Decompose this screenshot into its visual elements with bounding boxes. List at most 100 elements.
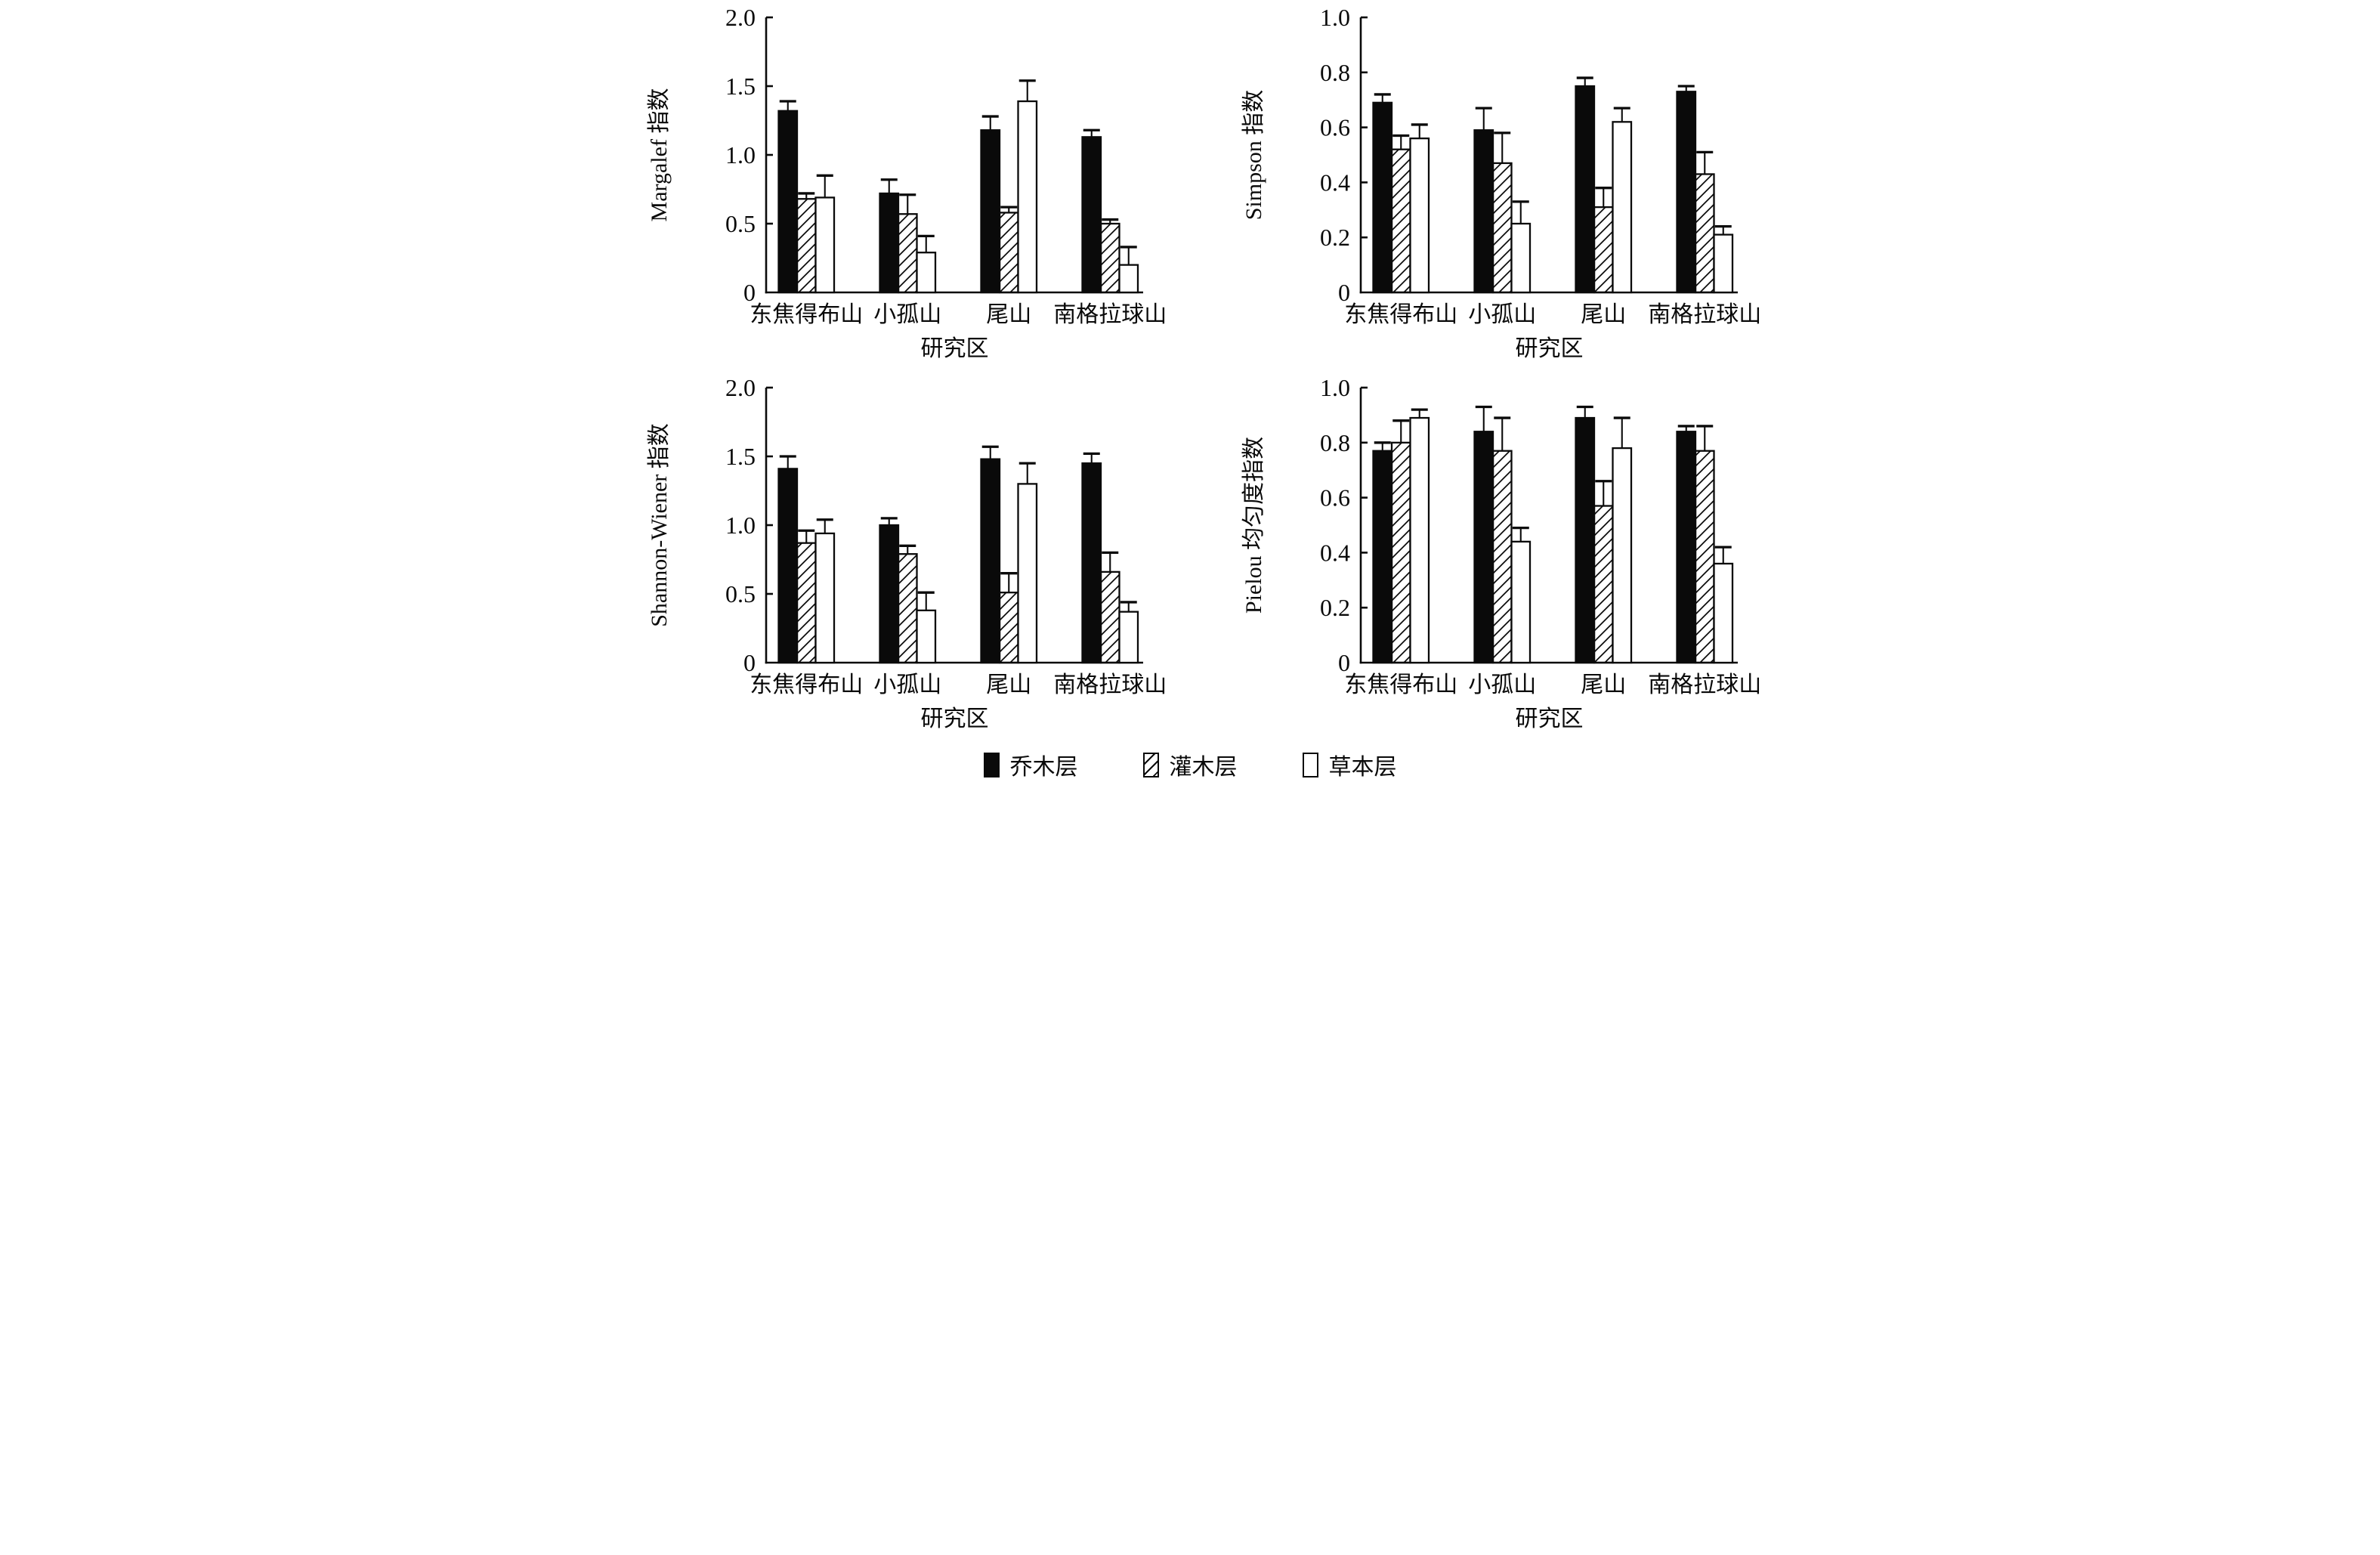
chart-grid: 0 0.5 1.0 1.5 2.0 Margalef 指数 东焦得布山 小孤山 尾山 南格拉球山研… [595, 5, 1785, 745]
x-category-label: 尾山 [986, 672, 1031, 697]
chart-cell-simpson: 0 0.2 0.4 0.6 0.8 1.0 Simpson 指数东焦得布山 小孤山 尾山 南格拉球… [1190, 5, 1785, 375]
x-category-label: 尾山 [1581, 302, 1626, 327]
y-tick-label: 1.5 [725, 443, 756, 470]
bar-open [915, 609, 936, 664]
x-axis-title: 研究区 [920, 336, 988, 361]
bar-hatch [1593, 206, 1614, 294]
legend-item-tree-layer: 乔木层 [983, 748, 1078, 781]
x-category-label: 小孤山 [1468, 672, 1536, 697]
bar-solid [1080, 136, 1102, 294]
bar-open [915, 252, 936, 294]
y-tick-label: 0 [1338, 649, 1350, 676]
y-tick-label: 0 [743, 279, 756, 306]
y-axis-title: Margalef 指数 [647, 88, 672, 222]
bar-hatch [1099, 222, 1120, 294]
x-category-label: 东焦得布山 [1344, 302, 1457, 327]
x-category-label: 尾山 [1581, 672, 1626, 697]
x-category-label: 南格拉球山 [1648, 672, 1761, 697]
bar-solid [1675, 91, 1696, 294]
bar-open [1510, 222, 1531, 294]
bar-open [814, 532, 835, 664]
bar-hatch [1694, 450, 1715, 664]
x-axis-title: 研究区 [1515, 336, 1583, 361]
chart-cell-pielou: 0 0.2 0.4 0.6 0.8 1.0 Pielou 均匀度指数 东焦得布山 小孤山 尾山 南格… [1190, 375, 1785, 745]
bar-hatch [1491, 450, 1513, 664]
legend-swatch-open-icon [1302, 752, 1318, 778]
y-tick-label: 0 [1338, 279, 1350, 306]
bar-solid [1473, 129, 1494, 294]
y-tick-label: 0.5 [725, 210, 756, 237]
y-tick-label: 0.2 [1320, 224, 1350, 251]
legend-label-herb-layer: 草本层 [1328, 755, 1397, 780]
bar-hatch [1694, 173, 1715, 294]
bar-open [1611, 121, 1632, 294]
bar-open [1712, 233, 1733, 294]
bar-open [814, 196, 835, 294]
bar-open [1510, 540, 1531, 664]
bar-solid [1371, 101, 1392, 294]
legend: 乔木层 灌木层 草本层 [595, 747, 1785, 783]
x-category-label: 东焦得布山 [1344, 672, 1457, 697]
y-tick-label: 1.0 [1320, 5, 1350, 31]
bar-solid [878, 524, 899, 664]
bar-hatch [1593, 505, 1614, 664]
y-tick-label: 0.8 [1320, 429, 1350, 456]
bar-solid [1473, 431, 1494, 664]
bar-solid [979, 129, 1000, 294]
x-category-label: 东焦得布山 [750, 302, 863, 327]
y-tick-label: 0.4 [1320, 539, 1350, 566]
y-tick-label: 2.0 [725, 5, 756, 31]
x-category-label: 尾山 [986, 302, 1031, 327]
legend-label-shrub-layer: 灌木层 [1169, 755, 1238, 780]
y-tick-label: 0.6 [1320, 484, 1350, 512]
bar-solid [1675, 431, 1696, 664]
y-tick-label: 1.5 [725, 73, 756, 100]
bar-open [1408, 138, 1430, 294]
y-tick-label: 0.6 [1320, 114, 1350, 141]
bar-open [1016, 100, 1037, 294]
y-tick-label: 0.5 [725, 580, 756, 607]
bar-solid [878, 192, 899, 294]
bar-hatch [1390, 148, 1411, 294]
chart-cell-shannon-wiener: 0 0.5 1.0 1.5 2.0 Shannon-Wiener 指数 东焦得布山 小孤山 尾山… [595, 375, 1190, 745]
bar-solid [777, 468, 798, 664]
legend-swatch-solid-icon [983, 752, 1000, 778]
bar-hatch [1491, 162, 1513, 294]
y-tick-label: 1.0 [1320, 375, 1350, 401]
bar-hatch [897, 213, 918, 294]
x-axis-title: 研究区 [1515, 706, 1583, 731]
bar-open [1117, 611, 1139, 664]
bar-solid [1574, 85, 1595, 294]
bar-hatch [998, 212, 1019, 294]
y-tick-label: 0.8 [1320, 59, 1350, 86]
y-tick-label: 0 [743, 649, 756, 676]
bar-open [1016, 483, 1037, 664]
x-category-label: 小孤山 [1468, 302, 1536, 327]
y-tick-label: 0.4 [1320, 168, 1350, 196]
x-category-label: 南格拉球山 [1648, 302, 1761, 327]
bar-open [1408, 416, 1430, 664]
y-axis-title: Shannon-Wiener 指数 [647, 423, 672, 627]
y-axis-title: Simpson 指数 [1241, 90, 1266, 221]
x-category-label: 南格拉球山 [1053, 672, 1167, 697]
x-category-label: 南格拉球山 [1053, 302, 1167, 327]
bar-solid [777, 110, 798, 294]
bar-open [1712, 562, 1733, 664]
bar-open [1117, 264, 1139, 294]
bar-hatch [897, 553, 918, 664]
bar-hatch [1390, 441, 1411, 664]
x-category-label: 小孤山 [873, 672, 941, 697]
bar-hatch [1099, 570, 1120, 664]
y-tick-label: 0.2 [1320, 594, 1350, 621]
bar-open [1611, 447, 1632, 664]
chart-cell-margalef: 0 0.5 1.0 1.5 2.0 Margalef 指数 东焦得布山 小孤山 尾山 南格拉球山研… [595, 5, 1190, 375]
bar-hatch [796, 198, 817, 294]
legend-item-shrub-layer: 灌木层 [1142, 748, 1238, 781]
y-tick-label: 2.0 [725, 375, 756, 401]
legend-swatch-hatch-icon [1142, 752, 1159, 778]
bar-solid [1371, 450, 1392, 664]
